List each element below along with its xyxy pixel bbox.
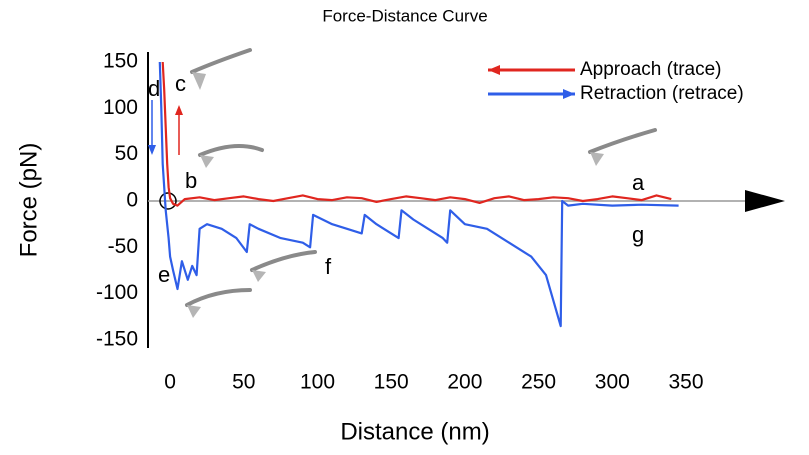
cantilever-icons [185, 48, 657, 318]
y-tick-label: -50 [108, 235, 138, 258]
annotation: a [632, 170, 645, 195]
data-line [158, 61, 679, 328]
x-tick-label: 150 [374, 371, 409, 394]
legend-arrow [563, 89, 575, 99]
annotation: g [632, 222, 644, 247]
x-tick-label: 0 [164, 371, 176, 394]
annotation: c [175, 71, 186, 96]
data-line [161, 61, 672, 207]
y-tick-label: 100 [103, 96, 138, 119]
annotation: d [148, 76, 160, 101]
y-axis-label: Force (pN) [15, 143, 42, 258]
x-tick-label: 50 [232, 371, 255, 394]
x-tick-label: 250 [521, 371, 556, 394]
direction-arrows [148, 100, 183, 155]
x-tick-label: 200 [447, 371, 482, 394]
legend-label: Approach (trace) [580, 59, 722, 80]
annotation: b [185, 168, 197, 193]
x-tick-label: 100 [300, 371, 335, 394]
annotation: e [158, 262, 170, 287]
x-tick-label: 300 [595, 371, 630, 394]
legend-label: Retraction (retrace) [580, 83, 744, 104]
x-tick-label: 350 [668, 371, 703, 394]
legend-arrow [488, 65, 500, 75]
annotation: f [325, 254, 332, 279]
y-tick-label: 50 [115, 142, 138, 165]
chart-title: Force-Distance Curve [322, 6, 487, 25]
y-tick-label: 150 [103, 50, 138, 73]
y-tick-label: -100 [96, 281, 138, 304]
x-axis-arrow [745, 190, 785, 212]
y-tick-label: -150 [96, 328, 138, 351]
x-axis-label: Distance (nm) [340, 418, 489, 445]
contact-point [159, 192, 177, 210]
y-tick-label: 0 [126, 189, 138, 212]
